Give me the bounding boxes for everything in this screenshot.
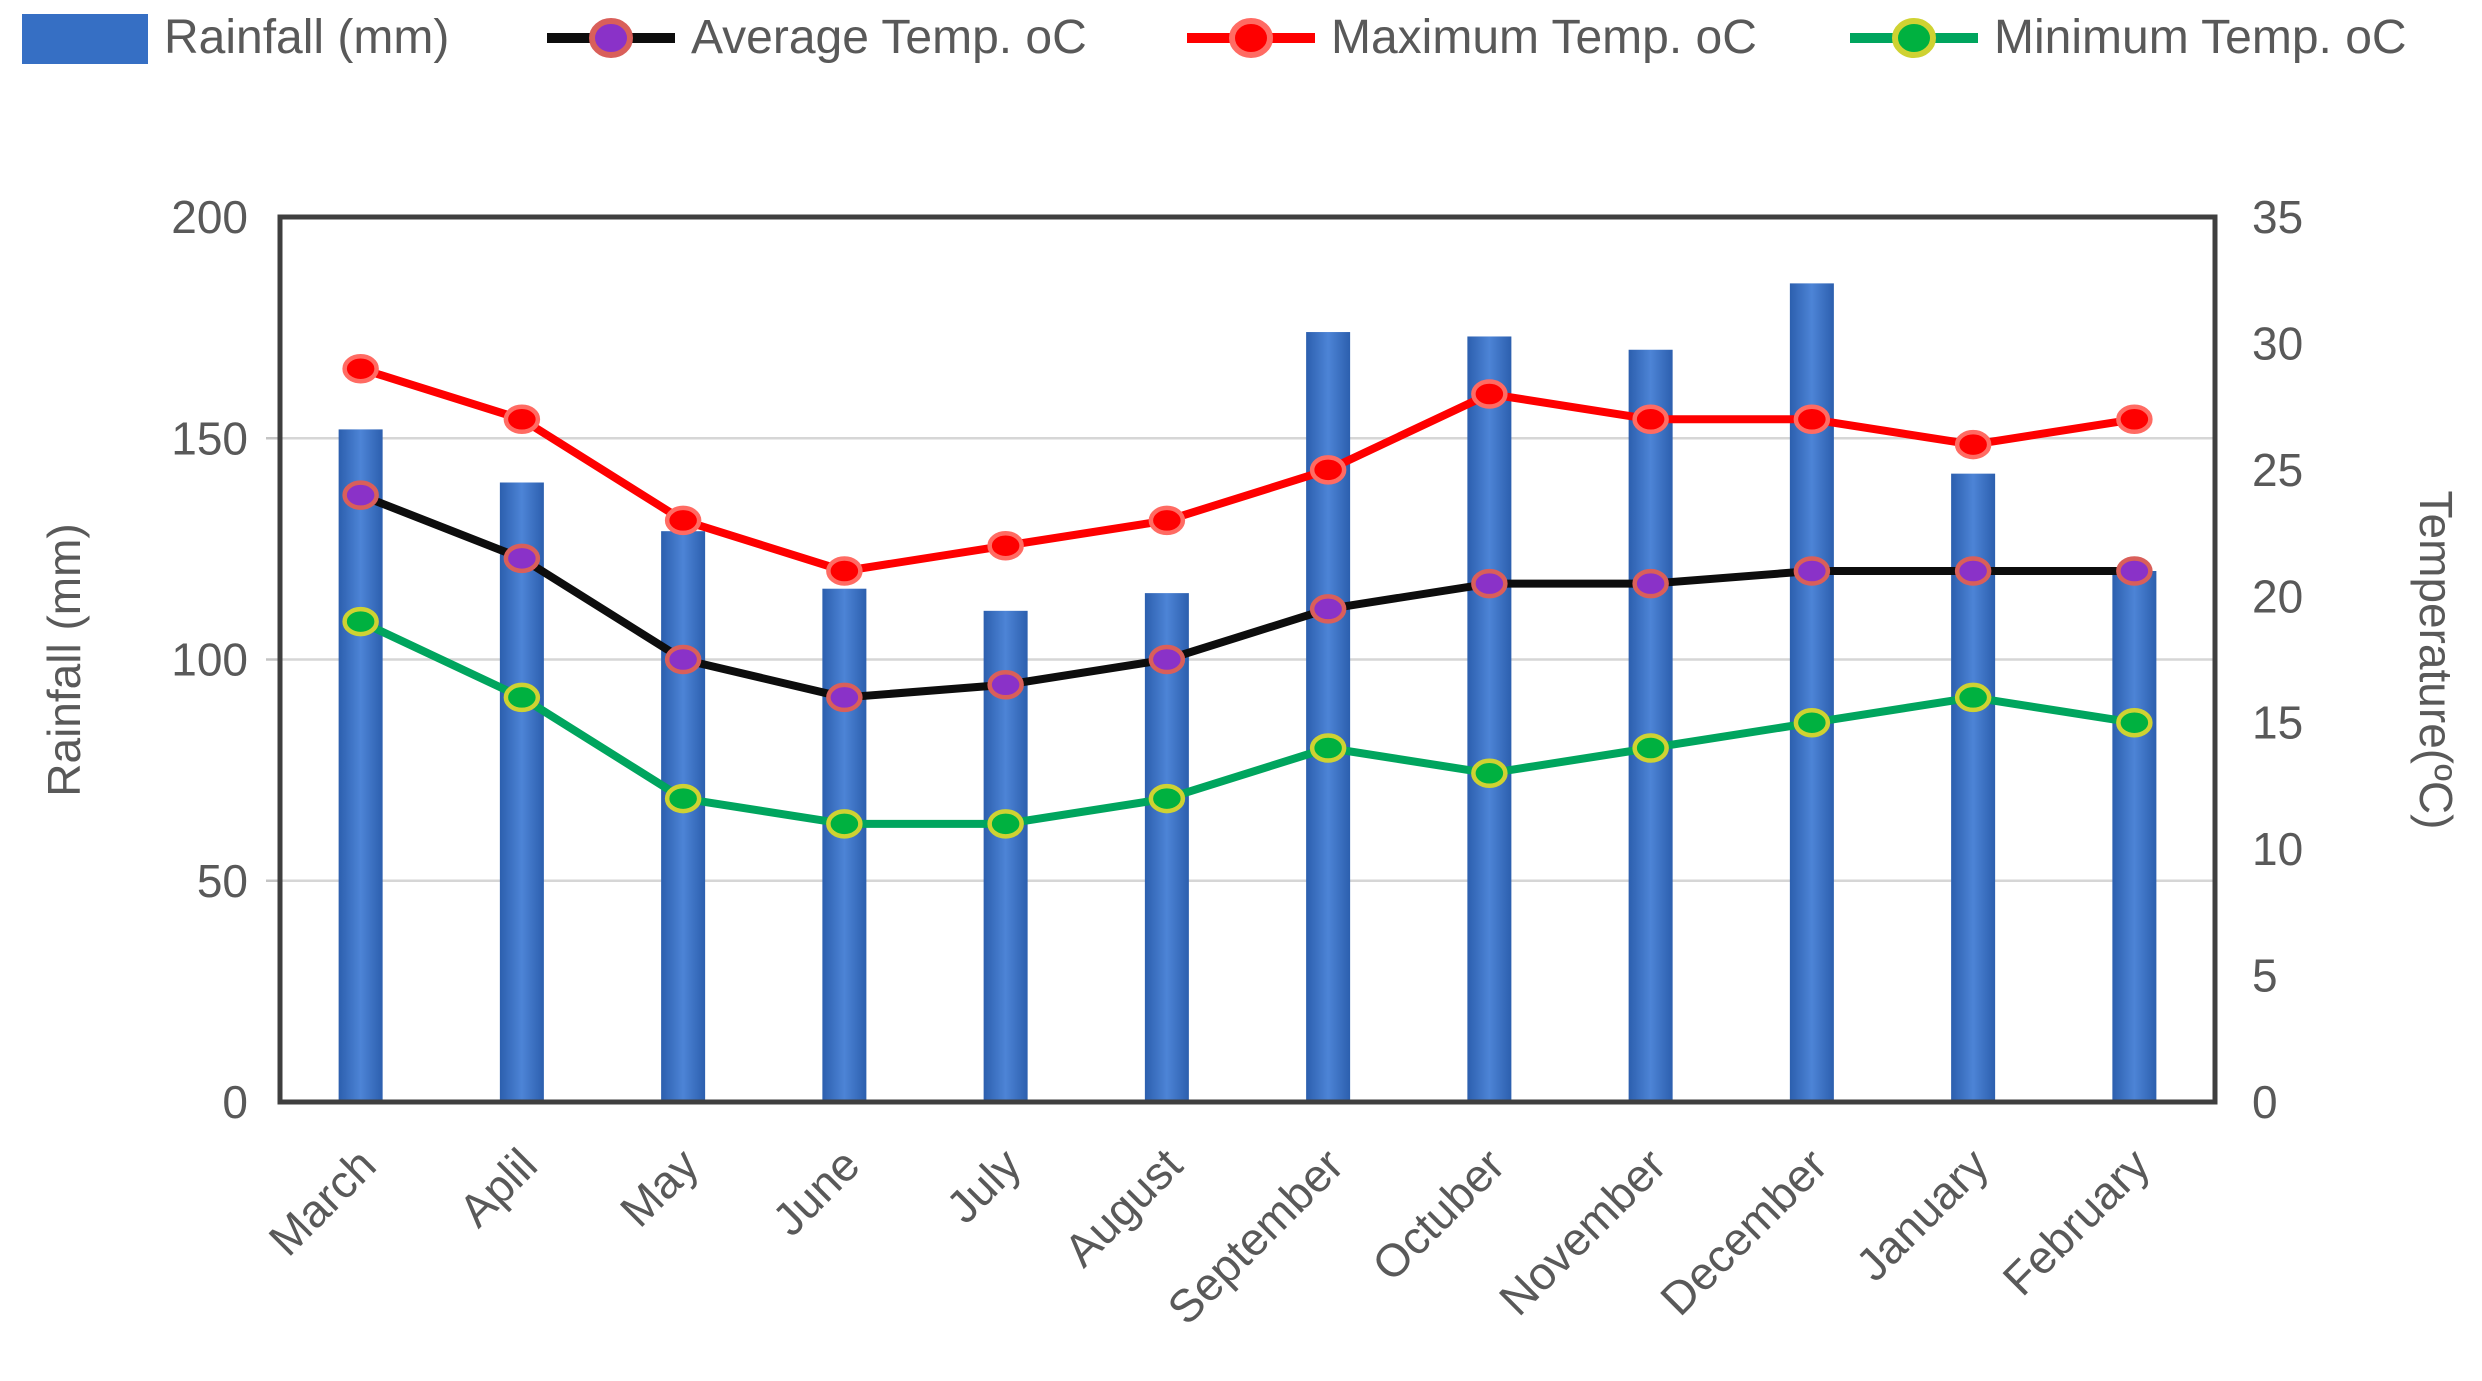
marker-maximum-temp-oc-march — [342, 353, 379, 384]
right-axis-tick-25: 25 — [2252, 444, 2303, 496]
legend-item-minimum-temp: Minimum Temp. oC — [1848, 6, 2407, 70]
marker-maximum-temp-oc-january — [1954, 429, 1992, 460]
marker-maximum-temp-oc-octuber — [1471, 379, 1508, 409]
legend-item-rainfall: Rainfall (mm) — [20, 6, 449, 70]
marker-minimum-temp-oc-octuber — [1471, 758, 1508, 789]
right-axis-tick-35: 35 — [2252, 191, 2303, 243]
marker-maximum-temp-oc-june — [826, 556, 863, 586]
left-axis-tick-0: 0 — [222, 1076, 248, 1128]
x-axis-label-aplil: Aplil — [449, 1138, 547, 1236]
marker-maximum-temp-oc-february — [2116, 404, 2153, 435]
rainfall-swatch-rect — [22, 14, 148, 64]
bar-august — [1144, 593, 1189, 1102]
marker-minimum-temp-oc-november — [1632, 733, 1669, 763]
right-axis-tick-5: 5 — [2252, 950, 2278, 1002]
legend-label-rainfall: Rainfall (mm) — [164, 11, 450, 64]
marker-minimum-temp-oc-may — [664, 783, 702, 814]
marker-maximum-temp-oc-november — [1632, 404, 1669, 435]
line-maximum-temp-oc — [356, 364, 2139, 575]
x-axis-label-march: March — [259, 1138, 386, 1265]
marker-minimum-temp-oc-aplil — [503, 682, 541, 713]
marker-minimum-temp-oc-august — [1148, 783, 1186, 814]
legend-item-average-temp: Average Temp. oC — [545, 6, 1087, 70]
marker-minimum-temp-oc-september — [1309, 733, 1347, 763]
bar-octuber — [1467, 336, 1512, 1103]
right-axis-title: Temperature(ºC) — [2410, 491, 2462, 830]
marker-average-temp-oc-july — [987, 670, 1024, 700]
line-average-temp-oc — [356, 491, 2139, 702]
marker-average-temp-oc-octuber — [1471, 568, 1508, 599]
legend-item-maximum-temp: Maximum Temp. oC — [1185, 6, 1757, 70]
left-axis-tick-50: 50 — [197, 855, 248, 907]
minimum-temp-line-swatch-icon — [1850, 18, 1978, 58]
marker-average-temp-oc-may — [664, 644, 702, 675]
marker-maximum-temp-oc-december — [1793, 404, 1831, 435]
x-axis-label-february: February — [1993, 1138, 2160, 1305]
x-axis-label-june: June — [762, 1138, 869, 1245]
marker-average-temp-oc-august — [1148, 644, 1186, 675]
marker-minimum-temp-oc-january — [1954, 682, 1992, 713]
bar-march — [338, 429, 383, 1102]
x-axis-label-september: September — [1157, 1138, 1353, 1334]
bar-may — [661, 531, 706, 1102]
marker-maximum-temp-oc-aplil — [503, 404, 541, 435]
marker-minimum-temp-oc-june — [826, 809, 863, 839]
marker-minimum-temp-oc-february — [2116, 707, 2153, 738]
marker-average-temp-oc-december — [1793, 556, 1831, 586]
x-axis-label-august: August — [1054, 1138, 1192, 1276]
x-axis-label-july: July — [936, 1138, 1031, 1233]
maximum-temp-line-swatch-icon — [1187, 18, 1315, 58]
x-axis-label-november: November — [1489, 1138, 1676, 1325]
marker-minimum-temp-oc-december — [1793, 707, 1831, 738]
marker-minimum-temp-oc-march — [342, 606, 379, 637]
marker-maximum-temp-oc-may — [664, 505, 702, 536]
legend-label-average-temp: Average Temp. oC — [691, 11, 1087, 64]
plot-border — [277, 214, 2218, 1105]
marker-average-temp-oc-january — [1954, 556, 1992, 586]
marker-maximum-temp-oc-september — [1309, 455, 1347, 485]
x-axis-label-may: May — [610, 1138, 708, 1236]
marker-maximum-temp-oc-august — [1148, 505, 1186, 536]
right-axis-tick-30: 30 — [2252, 317, 2303, 369]
rainfall-bar-swatch-icon — [22, 14, 148, 64]
bar-june — [822, 588, 867, 1102]
line-minimum-temp-oc — [356, 617, 2139, 828]
x-axis-label-octuber: Octuber — [1362, 1138, 1514, 1290]
marker-average-temp-oc-aplil — [503, 543, 541, 574]
left-axis-tick-100: 100 — [171, 634, 248, 686]
legend-label-maximum-temp: Maximum Temp. oC — [1331, 11, 1757, 64]
legend: Rainfall (mm) Average Temp. oC Maximum T… — [0, 0, 2482, 78]
bar-aplil — [499, 482, 544, 1102]
x-axis-label-december: December — [1650, 1138, 1837, 1325]
left-axis-tick-150: 150 — [171, 412, 248, 464]
marker-average-temp-oc-march — [342, 480, 379, 510]
marker-maximum-temp-oc-july — [987, 530, 1024, 561]
legend-label-minimum-temp: Minimum Temp. oC — [1994, 11, 2407, 64]
right-axis-tick-20: 20 — [2252, 570, 2303, 622]
average-temp-line-swatch-icon — [547, 18, 675, 58]
marker-minimum-temp-oc-july — [987, 809, 1024, 839]
bar-february — [2112, 571, 2157, 1102]
marker-average-temp-oc-november — [1632, 568, 1669, 599]
right-axis-tick-10: 10 — [2252, 823, 2303, 875]
marker-average-temp-oc-september — [1309, 594, 1347, 624]
right-axis-tick-15: 15 — [2252, 697, 2303, 749]
marker-average-temp-oc-june — [826, 682, 863, 713]
left-axis-tick-200: 200 — [171, 191, 248, 243]
bar-november — [1628, 349, 1673, 1102]
bar-september — [1306, 332, 1351, 1102]
left-axis-title: Rainfall (mm) — [38, 523, 90, 796]
right-axis-tick-0: 0 — [2252, 1076, 2278, 1128]
x-axis-label-january: January — [1846, 1138, 1998, 1290]
marker-average-temp-oc-february — [2116, 556, 2153, 586]
